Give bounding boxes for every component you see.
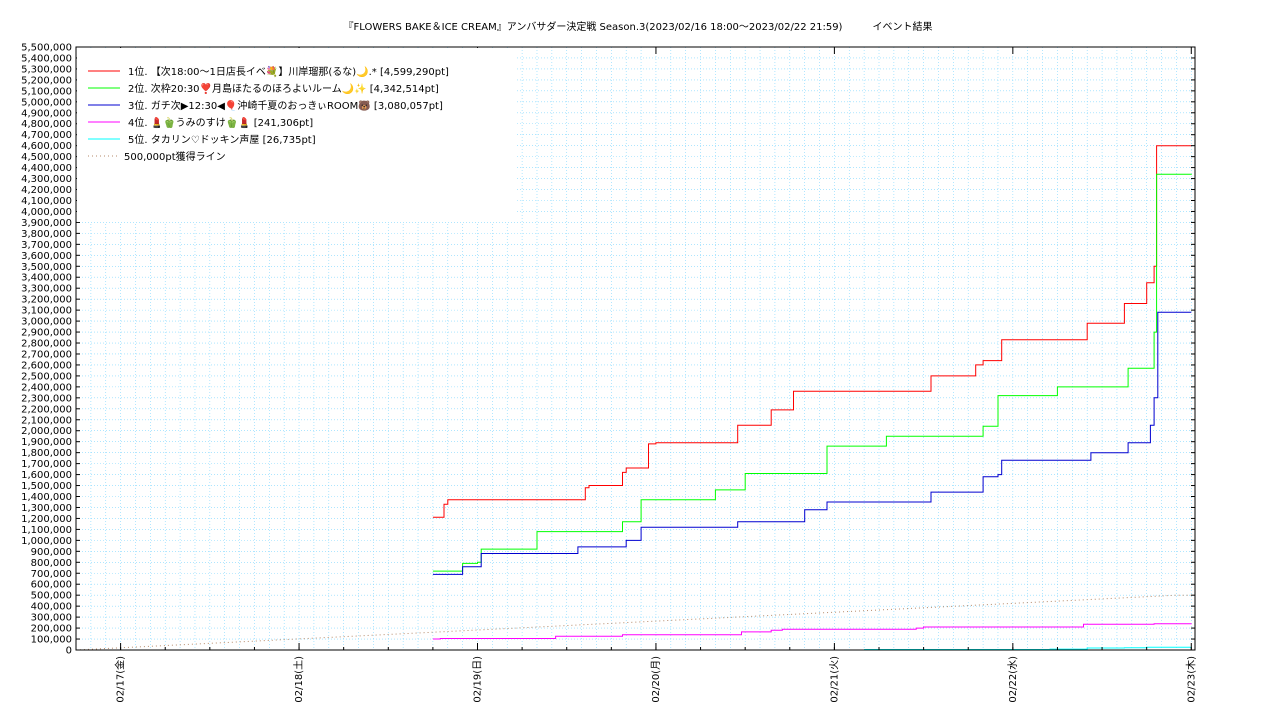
x-tick-label: 02/18(土) [292, 656, 305, 703]
y-tick-label: 4,100,000 [21, 196, 72, 207]
y-tick-label: 3,900,000 [21, 218, 72, 229]
y-tick-label: 4,300,000 [21, 174, 72, 185]
y-tick-label: 4,600,000 [21, 141, 72, 152]
reference-line-500000 [75, 594, 1195, 651]
y-tick-label: 100,000 [31, 635, 72, 646]
y-tick-label: 3,700,000 [21, 240, 72, 251]
x-tick-label: 02/22(水) [1007, 656, 1019, 703]
y-tick-label: 4,800,000 [21, 119, 72, 130]
y-tick-label: 5,100,000 [21, 86, 72, 97]
y-tick-label: 4,900,000 [21, 108, 72, 119]
y-tick-label: 4,700,000 [21, 130, 72, 141]
series-line-rank-2 [432, 173, 1192, 572]
y-tick-label: 700,000 [31, 569, 72, 580]
y-tick-label: 2,800,000 [21, 339, 72, 350]
y-tick-label: 3,300,000 [21, 284, 72, 295]
y-tick-label: 3,000,000 [21, 317, 72, 328]
y-tick-label: 5,400,000 [21, 53, 72, 64]
y-tick-label: 1,600,000 [21, 470, 72, 481]
y-tick-label: 400,000 [31, 602, 72, 613]
x-tick-label: 02/17(金) [114, 656, 127, 703]
y-tick-label: 5,000,000 [21, 97, 72, 108]
y-tick-label: 3,400,000 [21, 273, 72, 284]
y-tick-label: 2,300,000 [21, 393, 72, 404]
y-tick-label: 3,600,000 [21, 251, 72, 262]
y-tick-label: 2,500,000 [21, 371, 72, 382]
series-line-rank-3 [432, 311, 1192, 575]
x-tick-label: 02/21(火) [828, 656, 840, 703]
y-tick-label: 5,300,000 [21, 64, 72, 75]
y-tick-label: 600,000 [31, 580, 72, 591]
y-tick-label: 2,400,000 [21, 382, 72, 393]
y-tick-label: 1,800,000 [21, 448, 72, 459]
legend-label-5: 5位. タカリン♡ドッキン声屋 [26,735pt] [128, 133, 316, 146]
y-tick-label: 0 [66, 646, 72, 657]
series-line-rank-4 [432, 623, 1192, 640]
y-tick-label: 1,000,000 [21, 536, 72, 547]
y-tick-label: 4,500,000 [21, 152, 72, 163]
y-tick-label: 4,200,000 [21, 185, 72, 196]
y-tick-label: 800,000 [31, 558, 72, 569]
y-tick-label: 300,000 [31, 613, 72, 624]
y-tick-label: 2,000,000 [21, 426, 72, 437]
legend-label-4: 4位. 💄🫑うみのすけ🫑💄 [241,306pt] [128, 116, 313, 129]
legend-label-2: 2位. 次枠20:30❣️月島ほたるのほろよいルーム🌙✨ [4,342,514p… [128, 82, 439, 95]
y-tick-label: 3,100,000 [21, 306, 72, 317]
x-tick-label: 02/20(月) [650, 656, 662, 703]
legend-label-1: 1位. 【次18:00～1日店長イベ💐】川岸瑠那(るな)🌙.* [4,599,2… [128, 65, 449, 78]
y-tick-label: 500,000 [31, 591, 72, 602]
y-tick-label: 1,700,000 [21, 459, 72, 470]
y-tick-label: 900,000 [31, 547, 72, 558]
chart-title: 『FLOWERS BAKE＆ICE CREAM』アンバサダー決定戦 Season… [344, 20, 933, 33]
series-line-rank-5 [864, 646, 1192, 650]
series-line-rank-1 [432, 145, 1192, 518]
y-tick-label: 2,600,000 [21, 360, 72, 371]
y-tick-label: 2,700,000 [21, 349, 72, 360]
plot-frame [75, 46, 1196, 651]
y-tick-label: 200,000 [31, 624, 72, 635]
y-tick-label: 4,000,000 [21, 207, 72, 218]
y-tick-label: 1,400,000 [21, 492, 72, 503]
reference-line-layer [75, 594, 1195, 651]
y-tick-label: 3,200,000 [21, 295, 72, 306]
series-layer [432, 145, 1192, 650]
x-tick-label: 02/19(日) [473, 656, 484, 703]
y-tick-label: 5,500,000 [21, 43, 72, 54]
legend: 1位. 【次18:00～1日店長イベ💐】川岸瑠那(るな)🌙.* [4,599,2… [77, 48, 515, 222]
legend-label-6: 500,000pt獲得ライン [124, 150, 226, 163]
legend-box [77, 48, 515, 222]
y-tick-label: 1,900,000 [21, 437, 72, 448]
y-tick-label: 5,200,000 [21, 75, 72, 86]
y-tick-label: 2,100,000 [21, 415, 72, 426]
y-tick-label: 1,300,000 [21, 503, 72, 514]
y-tick-label: 2,900,000 [21, 328, 72, 339]
x-tick-label: 02/23(木) [1185, 656, 1197, 703]
legend-label-3: 3位. ガチ次▶12:30◀🎈沖崎千夏のおっきぃROOM🐻 [3,080,057… [128, 99, 443, 112]
y-tick-label: 4,400,000 [21, 163, 72, 174]
y-tick-label: 1,100,000 [21, 525, 72, 536]
y-tick-label: 1,500,000 [21, 481, 72, 492]
y-tick-label: 3,800,000 [21, 229, 72, 240]
y-tick-label: 1,200,000 [21, 514, 72, 525]
y-tick-label: 3,500,000 [21, 262, 72, 273]
y-tick-label: 2,200,000 [21, 404, 72, 415]
